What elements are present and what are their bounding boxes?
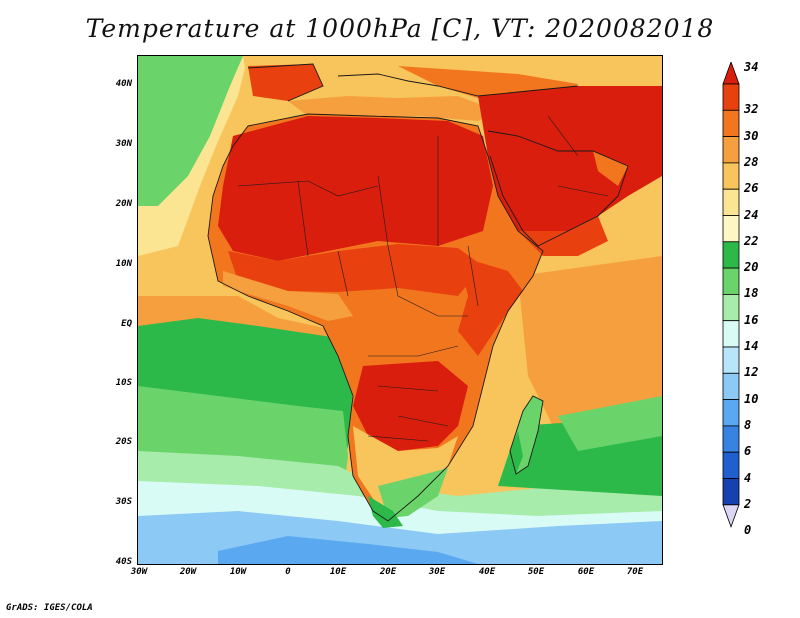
- country-borders: [237, 115, 609, 442]
- colorbar-label: 32: [744, 102, 759, 117]
- arabia-south-warm: [518, 216, 608, 256]
- colorbar-segment: [722, 399, 740, 427]
- colorbar-label: 26: [744, 181, 759, 196]
- ocean-indian-light: [558, 396, 662, 451]
- cape-green: [368, 496, 403, 528]
- colorbar-segment: [722, 346, 740, 374]
- coastlines: [207, 63, 629, 522]
- colorbar-label: 34: [744, 60, 759, 74]
- colorbar-label: 14: [744, 339, 759, 353]
- africa-coastline: [207, 113, 544, 522]
- lon-label-10w: 10W: [229, 567, 247, 577]
- lon-label-0: 0: [285, 567, 291, 577]
- persian-gulf-warm: [593, 151, 628, 186]
- lon-label-30w: 30W: [130, 567, 148, 577]
- lat-label-30n: 30N: [115, 139, 132, 149]
- colorbar-label: 18: [744, 286, 759, 301]
- colorbar-bottom-arrow: [722, 504, 740, 528]
- colorbar-label: 30: [744, 128, 759, 143]
- southern-africa-hot: [353, 361, 468, 451]
- colorbar-segment: [722, 320, 740, 348]
- lat-label-eq: EQ: [121, 319, 132, 329]
- colorbar-segment: [722, 241, 740, 269]
- lon-label-20e: 20E: [379, 567, 397, 577]
- lat-label-30s: 30S: [115, 497, 132, 507]
- colorbar-label: 12: [744, 365, 759, 380]
- colorbar-label: 4: [744, 470, 752, 485]
- colorbar-label: 24: [744, 207, 759, 222]
- colorbar-label: 6: [744, 444, 752, 459]
- colorbar-segment: [722, 83, 740, 111]
- colorbar-segment: [722, 136, 740, 164]
- colorbar-segment: [722, 372, 740, 400]
- south-africa-cool: [378, 468, 448, 518]
- colorbar-segment: [722, 425, 740, 453]
- lon-label-40e: 40E: [478, 567, 496, 577]
- lon-label-60e: 60E: [577, 567, 595, 577]
- colorbar-segment: [722, 215, 740, 243]
- lon-label-10e: 10E: [329, 567, 347, 577]
- sahel-warm: [228, 244, 483, 296]
- colorbar-label: 28: [744, 154, 759, 169]
- colorbar-segment: [722, 188, 740, 216]
- lat-label-20s: 20S: [115, 437, 132, 447]
- iberia-hot: [248, 64, 323, 101]
- ocean-south-deep: [218, 536, 478, 564]
- lat-label-10s: 10S: [115, 378, 132, 388]
- colorbar-label: 8: [744, 417, 752, 432]
- colorbar-segment: [722, 478, 740, 506]
- chart-title: Temperature at 1000hPa [C], VT: 20200820…: [85, 14, 715, 43]
- colorbar: [722, 62, 740, 528]
- lon-label-30e: 30E: [428, 567, 446, 577]
- temperature-map: [138, 56, 662, 564]
- colorbar-label: 0: [744, 523, 752, 538]
- colorbar-segment: [722, 162, 740, 190]
- ocean-canary-green: [138, 56, 243, 206]
- map-panel: [137, 55, 663, 565]
- colorbar-segment: [722, 293, 740, 322]
- colorbar-label: 16: [744, 312, 759, 327]
- lon-label-20w: 20W: [179, 567, 197, 577]
- colorbar-label: 20: [744, 260, 759, 275]
- colorbar-label: 10: [744, 391, 759, 406]
- lon-label-70e: 70E: [626, 567, 644, 577]
- colorbar-segment: [722, 109, 740, 137]
- ocean-indian-yellow: [518, 256, 662, 436]
- colorbar-label: 22: [744, 233, 759, 248]
- lat-label-20n: 20N: [115, 199, 132, 209]
- colorbar-segment: [722, 267, 740, 295]
- iran-hot: [578, 86, 662, 176]
- lat-label-10n: 10N: [115, 259, 132, 269]
- europe-coastline: [247, 63, 579, 102]
- lon-label-50e: 50E: [527, 567, 545, 577]
- colorbar-top-arrow: [722, 62, 740, 85]
- madagascar-coastline: [509, 395, 544, 475]
- lat-label-40n: 40N: [115, 79, 132, 89]
- grads-credit: GrADS: IGES/COLA: [6, 603, 93, 613]
- east-africa-highlands: [458, 256, 523, 356]
- lat-label-40s: 40S: [115, 557, 132, 567]
- sahara-hot: [218, 116, 493, 261]
- colorbar-label: 2: [744, 496, 752, 511]
- colorbar-segment: [722, 451, 740, 479]
- arabia-coastline: [487, 130, 629, 247]
- west-africa-coast: [223, 271, 353, 321]
